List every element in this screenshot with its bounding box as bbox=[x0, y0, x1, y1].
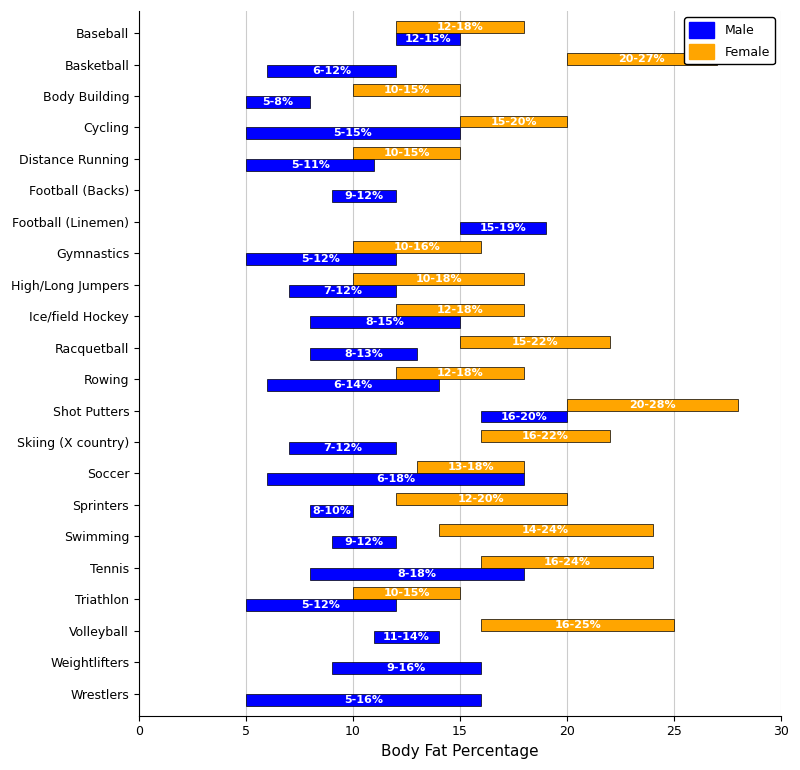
Bar bbox=[438, 524, 653, 537]
Text: 8-15%: 8-15% bbox=[366, 317, 405, 327]
Text: 5-15%: 5-15% bbox=[334, 129, 372, 139]
Text: 6-18%: 6-18% bbox=[376, 474, 415, 484]
Bar bbox=[310, 316, 460, 328]
Text: 13-18%: 13-18% bbox=[447, 463, 494, 473]
Text: 12-18%: 12-18% bbox=[437, 22, 483, 32]
Text: 20-27%: 20-27% bbox=[618, 54, 665, 64]
Text: 6-12%: 6-12% bbox=[312, 65, 351, 75]
Text: 5-12%: 5-12% bbox=[302, 601, 340, 610]
Bar bbox=[353, 241, 482, 253]
Bar bbox=[267, 65, 396, 76]
Text: 7-12%: 7-12% bbox=[322, 286, 362, 296]
Bar bbox=[482, 430, 610, 442]
Bar bbox=[310, 567, 524, 580]
Text: 12-18%: 12-18% bbox=[437, 368, 483, 378]
Text: 5-12%: 5-12% bbox=[302, 254, 340, 264]
Bar bbox=[246, 694, 482, 705]
Bar bbox=[353, 588, 460, 599]
Bar bbox=[567, 52, 717, 65]
Text: 16-22%: 16-22% bbox=[522, 431, 569, 441]
Bar bbox=[396, 367, 524, 379]
Bar bbox=[310, 347, 417, 360]
Bar bbox=[331, 537, 396, 548]
Bar bbox=[310, 505, 353, 517]
Text: 15-19%: 15-19% bbox=[479, 223, 526, 233]
Bar bbox=[331, 662, 482, 674]
Bar bbox=[482, 556, 653, 567]
Text: 9-16%: 9-16% bbox=[387, 663, 426, 673]
Text: 10-16%: 10-16% bbox=[394, 243, 441, 253]
Text: 5-11%: 5-11% bbox=[290, 160, 330, 170]
Bar bbox=[460, 336, 610, 347]
Text: 20-28%: 20-28% bbox=[630, 400, 676, 410]
Text: 15-20%: 15-20% bbox=[490, 116, 537, 126]
Bar bbox=[460, 116, 567, 128]
Text: 5-8%: 5-8% bbox=[262, 97, 294, 107]
Text: 16-25%: 16-25% bbox=[554, 620, 601, 630]
Bar bbox=[396, 22, 524, 33]
Legend: Male, Female: Male, Female bbox=[684, 18, 774, 64]
Bar bbox=[396, 493, 567, 505]
Text: 8-18%: 8-18% bbox=[398, 569, 437, 579]
Bar bbox=[482, 410, 567, 423]
Bar bbox=[289, 285, 396, 296]
Text: 10-18%: 10-18% bbox=[415, 274, 462, 284]
Bar bbox=[567, 399, 738, 410]
Text: 5-16%: 5-16% bbox=[344, 695, 383, 705]
Text: 11-14%: 11-14% bbox=[383, 631, 430, 641]
Bar bbox=[331, 190, 396, 203]
Text: 16-24%: 16-24% bbox=[543, 557, 590, 567]
Text: 8-10%: 8-10% bbox=[312, 506, 351, 516]
Bar bbox=[460, 222, 546, 234]
Bar bbox=[246, 599, 396, 611]
Bar bbox=[289, 442, 396, 454]
Text: 16-20%: 16-20% bbox=[501, 411, 547, 421]
Text: 6-14%: 6-14% bbox=[334, 380, 373, 390]
Text: 7-12%: 7-12% bbox=[322, 443, 362, 453]
Text: 12-15%: 12-15% bbox=[405, 34, 451, 44]
Text: 10-15%: 10-15% bbox=[383, 85, 430, 95]
Text: 14-24%: 14-24% bbox=[522, 525, 569, 535]
Text: 9-12%: 9-12% bbox=[344, 192, 383, 202]
X-axis label: Body Fat Percentage: Body Fat Percentage bbox=[381, 744, 538, 759]
Text: 12-18%: 12-18% bbox=[437, 305, 483, 315]
Bar bbox=[482, 619, 674, 631]
Bar bbox=[246, 128, 460, 139]
Bar bbox=[353, 84, 460, 96]
Bar bbox=[353, 273, 524, 285]
Bar bbox=[374, 631, 438, 643]
Text: 10-15%: 10-15% bbox=[383, 588, 430, 598]
Bar bbox=[396, 304, 524, 316]
Bar bbox=[353, 147, 460, 159]
Bar bbox=[246, 96, 310, 108]
Bar bbox=[417, 461, 524, 474]
Bar bbox=[246, 159, 374, 171]
Bar bbox=[267, 474, 524, 485]
Bar bbox=[246, 253, 396, 265]
Bar bbox=[267, 379, 438, 391]
Text: 12-20%: 12-20% bbox=[458, 494, 505, 504]
Text: 9-12%: 9-12% bbox=[344, 537, 383, 547]
Text: 15-22%: 15-22% bbox=[511, 336, 558, 346]
Text: 10-15%: 10-15% bbox=[383, 148, 430, 158]
Text: 8-13%: 8-13% bbox=[344, 349, 383, 359]
Bar bbox=[396, 33, 460, 45]
